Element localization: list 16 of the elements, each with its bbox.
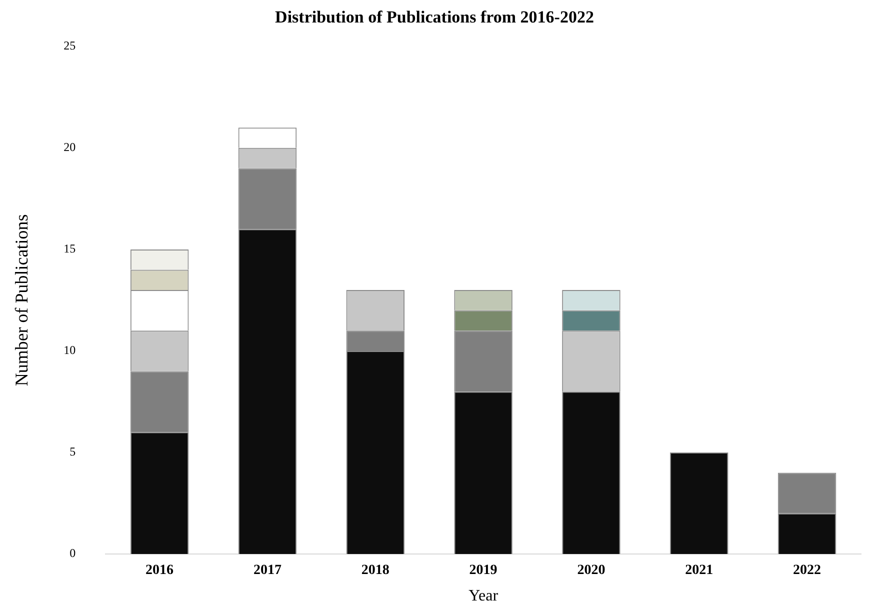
y-axis-title: Number of Publications [12, 214, 32, 386]
x-tick-label: 2019 [469, 563, 498, 578]
x-tick-label: 2016 [146, 563, 174, 578]
y-tick-label: 5 [70, 444, 76, 459]
x-tick-label: 2021 [685, 563, 714, 578]
x-tick-label: 2017 [253, 563, 282, 578]
x-axis-title: Year [468, 588, 499, 605]
y-tick-label: 10 [64, 343, 76, 358]
x-tick-label: 2020 [577, 563, 606, 578]
chart-title: Distribution of Publications from 2016-2022 [275, 8, 594, 27]
y-tick-label: 25 [64, 38, 76, 53]
y-tick-label: 20 [64, 140, 76, 154]
y-tick-label: 0 [70, 546, 76, 560]
x-tick-label: 2022 [793, 563, 822, 578]
y-tick-label: 15 [64, 242, 76, 256]
x-tick-label: 2018 [361, 563, 390, 578]
